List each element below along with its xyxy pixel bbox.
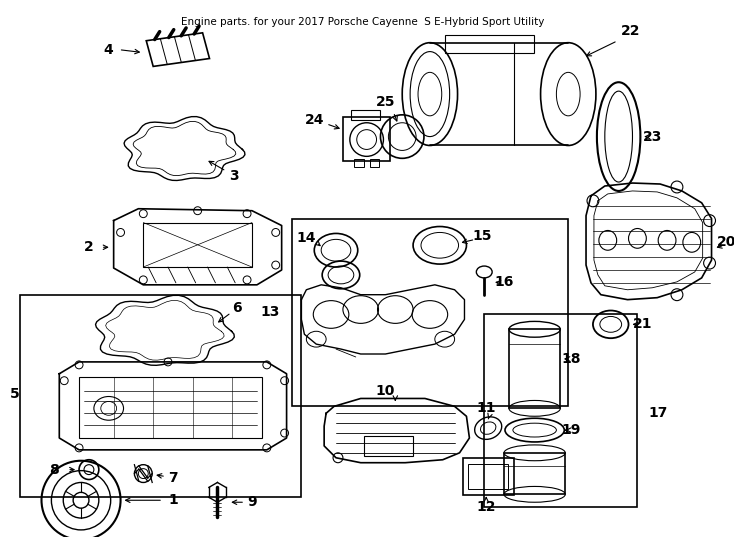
Text: 25: 25 <box>376 95 395 109</box>
Text: Engine parts. for your 2017 Porsche Cayenne  S E-Hybrid Sport Utility: Engine parts. for your 2017 Porsche Caye… <box>181 17 545 27</box>
Bar <box>143 222 252 267</box>
Bar <box>462 458 514 495</box>
Text: 12: 12 <box>476 500 496 514</box>
Bar <box>351 110 380 120</box>
Text: 1: 1 <box>168 493 178 507</box>
Text: 24: 24 <box>305 113 324 127</box>
Text: 11: 11 <box>476 401 496 415</box>
Text: 21: 21 <box>633 318 652 332</box>
Bar <box>363 436 413 456</box>
Text: 9: 9 <box>247 495 257 509</box>
Bar <box>354 159 363 167</box>
Text: 10: 10 <box>376 383 395 397</box>
Bar <box>370 159 379 167</box>
Text: 6: 6 <box>233 301 242 315</box>
Bar <box>504 453 565 494</box>
Text: 18: 18 <box>562 352 581 366</box>
Text: 22: 22 <box>621 24 640 38</box>
Text: 2: 2 <box>84 240 94 254</box>
Text: 3: 3 <box>230 169 239 183</box>
Text: 4: 4 <box>103 43 114 57</box>
Bar <box>20 295 302 497</box>
Text: 7: 7 <box>168 470 178 484</box>
Bar <box>79 377 262 438</box>
Text: 13: 13 <box>261 306 280 320</box>
Bar <box>291 219 568 407</box>
Bar <box>445 35 534 52</box>
Bar <box>343 117 390 161</box>
Text: 5: 5 <box>10 387 20 401</box>
Bar <box>484 314 637 507</box>
Text: 20: 20 <box>716 235 734 249</box>
Bar <box>468 464 508 489</box>
Text: 19: 19 <box>562 423 581 437</box>
Text: 8: 8 <box>49 463 59 477</box>
Text: 16: 16 <box>494 275 514 289</box>
Bar <box>509 329 560 408</box>
Text: 17: 17 <box>648 406 668 420</box>
Text: 14: 14 <box>297 231 316 245</box>
Text: 15: 15 <box>473 230 492 244</box>
Text: 23: 23 <box>642 130 662 144</box>
